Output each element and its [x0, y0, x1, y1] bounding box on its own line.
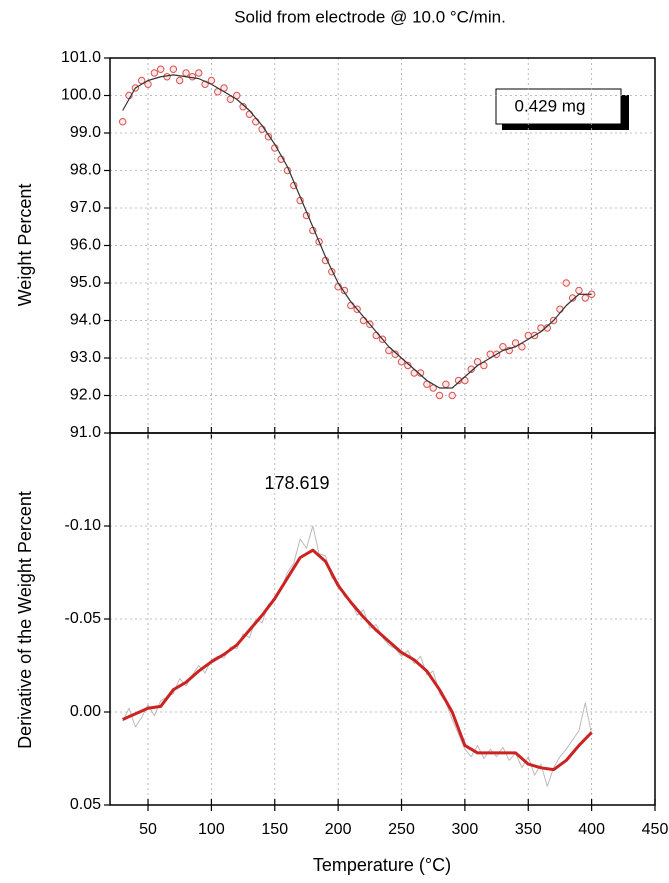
data-point: [340, 286, 349, 295]
x-tick-label: 300: [452, 821, 479, 838]
data-point: [467, 365, 475, 373]
data-line: [122, 525, 593, 787]
data-point: [245, 110, 254, 118]
data-point: [543, 324, 551, 332]
data-point: [391, 350, 399, 358]
y-tick-label: -0.05: [65, 610, 102, 627]
data-point: [442, 380, 450, 388]
data-point: [556, 305, 564, 313]
data-point: [252, 118, 260, 126]
data-point: [581, 294, 589, 302]
data-point: [416, 369, 425, 377]
data-point: [118, 118, 127, 126]
plot-area: [122, 525, 593, 787]
data-point: [150, 69, 159, 77]
y-tick-label: 93.0: [70, 349, 101, 366]
data-point: [347, 301, 355, 310]
data-point: [448, 391, 456, 400]
data-point: [404, 361, 412, 370]
data-point: [568, 294, 577, 302]
y-tick-label: 94.0: [70, 312, 101, 329]
data-line: [122, 548, 593, 772]
y-tick-label: 97.0: [70, 199, 101, 216]
y-tick-label: 96.0: [70, 237, 101, 254]
data-point: [176, 76, 184, 85]
data-point: [195, 69, 203, 77]
x-axis-label: Temperature (°C): [313, 855, 451, 875]
y-tick-label: 0.05: [70, 796, 101, 813]
data-point: [372, 331, 380, 340]
y-tick-label: 100.0: [61, 87, 101, 104]
y-tick-label: 101.0: [61, 49, 101, 66]
x-tick-label: 400: [578, 821, 605, 838]
x-tick-label: 250: [388, 821, 415, 838]
y-tick-label: 91.0: [70, 424, 101, 441]
annotation: 0.429 mg: [515, 96, 586, 115]
x-tick-label: 450: [642, 821, 669, 838]
data-point: [239, 103, 247, 111]
plot-frame: [109, 432, 656, 806]
data-line: [122, 74, 592, 389]
data-point: [156, 65, 165, 73]
y-tick-label: 98.0: [70, 162, 101, 179]
data-point: [499, 343, 507, 351]
x-tick-label: 50: [139, 821, 157, 838]
x-tick-label: 350: [515, 821, 542, 838]
y-tick-label: 95.0: [70, 274, 101, 291]
y-tick-label: 92.0: [70, 387, 101, 404]
y-tick-label: 0.00: [70, 703, 101, 720]
data-point: [182, 69, 190, 77]
peak-label: 178.619: [264, 473, 329, 493]
y-axis-label: Weight Percent: [15, 184, 35, 307]
data-point: [264, 133, 273, 141]
y-axis-label: Derivative of the Weight Percent: [15, 491, 35, 749]
data-point: [435, 391, 444, 400]
y-tick-label: -0.10: [65, 517, 102, 534]
x-tick-label: 150: [261, 821, 288, 838]
x-tick-label: 100: [198, 821, 225, 838]
data-point: [575, 286, 583, 295]
annotation-box: [495, 88, 622, 125]
data-point: [359, 316, 368, 325]
data-point: [562, 279, 570, 287]
plot-area: [118, 65, 596, 400]
x-tick-label: 200: [325, 821, 352, 838]
chart-title: Solid from electrode @ 10.0 °C/min.: [234, 7, 506, 26]
y-tick-label: 99.0: [70, 124, 101, 141]
data-point: [169, 65, 178, 73]
